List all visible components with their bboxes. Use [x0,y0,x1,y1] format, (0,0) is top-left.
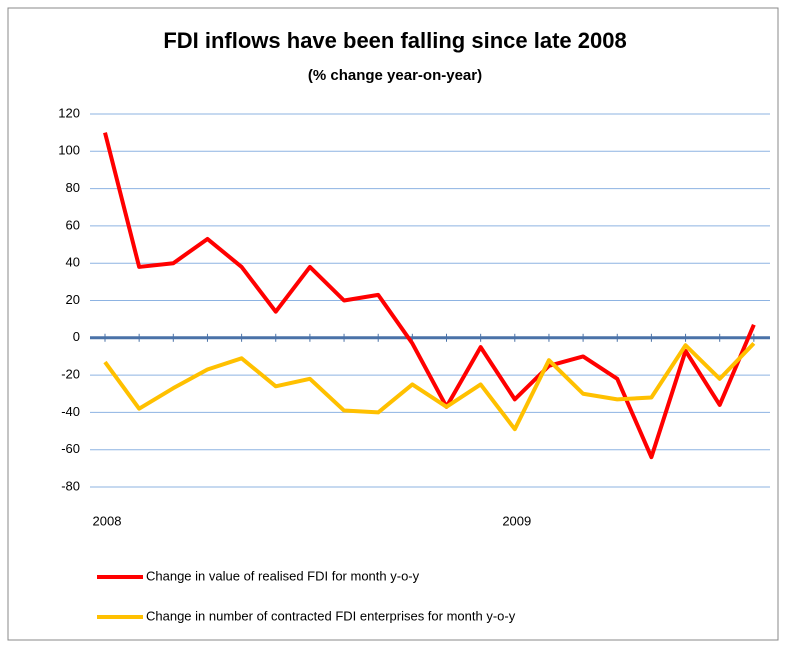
y-tick-label: -40 [61,404,80,419]
y-tick-label: -60 [61,441,80,456]
series-line [103,342,756,432]
y-tick-label: 100 [58,143,80,158]
y-tick-label: -80 [61,478,80,493]
y-tick-label: 60 [66,217,80,232]
legend-label: Change in number of contracted FDI enter… [146,608,516,623]
x-tick-label: 2009 [502,513,531,528]
x-tick-label: 2008 [93,513,122,528]
chart-subtitle: (% change year-on-year) [308,67,482,84]
y-tick-label: -20 [61,367,80,382]
y-tick-label: 0 [73,329,80,344]
y-tick-label: 40 [66,255,80,270]
chart-title: FDI inflows have been falling since late… [163,28,626,53]
series-line [103,132,756,460]
y-tick-label: 120 [58,105,80,120]
legend-label: Change in value of realised FDI for mont… [146,568,420,583]
chart-frame [7,7,779,641]
y-tick-label: 80 [66,180,80,195]
y-tick-label: 20 [66,292,80,307]
